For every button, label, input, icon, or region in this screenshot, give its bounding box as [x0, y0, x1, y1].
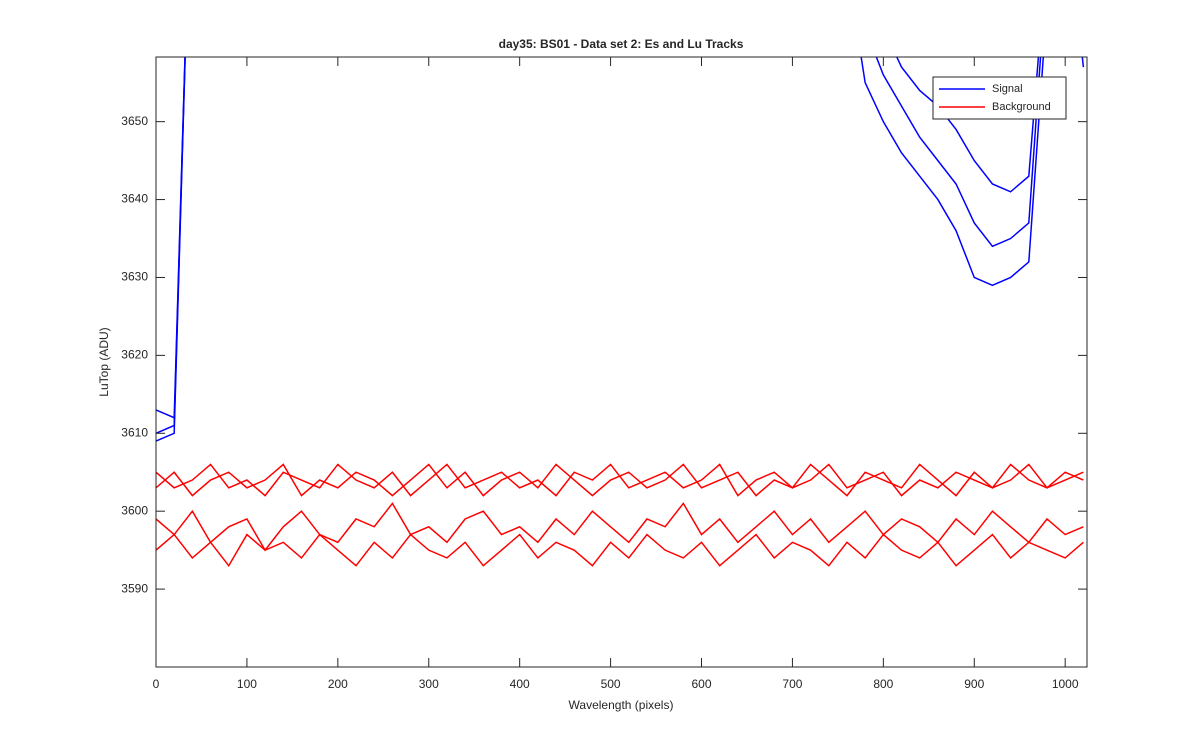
x-tick-label: 600: [691, 677, 711, 691]
axes-box: [155, 56, 1088, 668]
x-tick-label: 0: [153, 677, 160, 691]
x-tick-label: 1000: [1052, 677, 1079, 691]
x-tick-label: 800: [873, 677, 893, 691]
y-tick-label: 3620: [121, 348, 148, 362]
chart-title: day35: BS01 - Data set 2: Es and Lu Trac…: [499, 37, 744, 51]
y-axis-label: LuTop (ADU): [97, 327, 111, 396]
legend-label: Signal: [992, 83, 1023, 95]
x-axis-label: Wavelength (pixels): [569, 698, 674, 712]
series-line: [156, 502, 1084, 552]
series-line: [156, 463, 1084, 497]
y-tick-label: 3640: [121, 192, 148, 206]
y-tick-label: 3590: [121, 581, 148, 595]
x-tick-label: 100: [237, 677, 257, 691]
y-tick-label: 3650: [121, 114, 148, 128]
x-tick-label: 400: [510, 677, 530, 691]
series-line: [156, 57, 1042, 419]
x-tick-label: 900: [964, 677, 984, 691]
x-tick-label: 500: [601, 677, 621, 691]
x-tick-label: 200: [328, 677, 348, 691]
y-tick-label: 3600: [121, 503, 148, 517]
series-line: [156, 533, 1084, 568]
x-tick-label: 700: [782, 677, 802, 691]
y-tick-label: 3630: [121, 270, 148, 284]
x-tick-label: 300: [419, 677, 439, 691]
y-tick-label: 3610: [121, 425, 148, 439]
legend-box: [932, 76, 1067, 120]
legend-label: Background: [992, 101, 1051, 113]
lines: [156, 57, 1085, 568]
series-line: [156, 57, 1045, 434]
plot-area: [156, 57, 1087, 667]
series-line: [156, 57, 1085, 442]
